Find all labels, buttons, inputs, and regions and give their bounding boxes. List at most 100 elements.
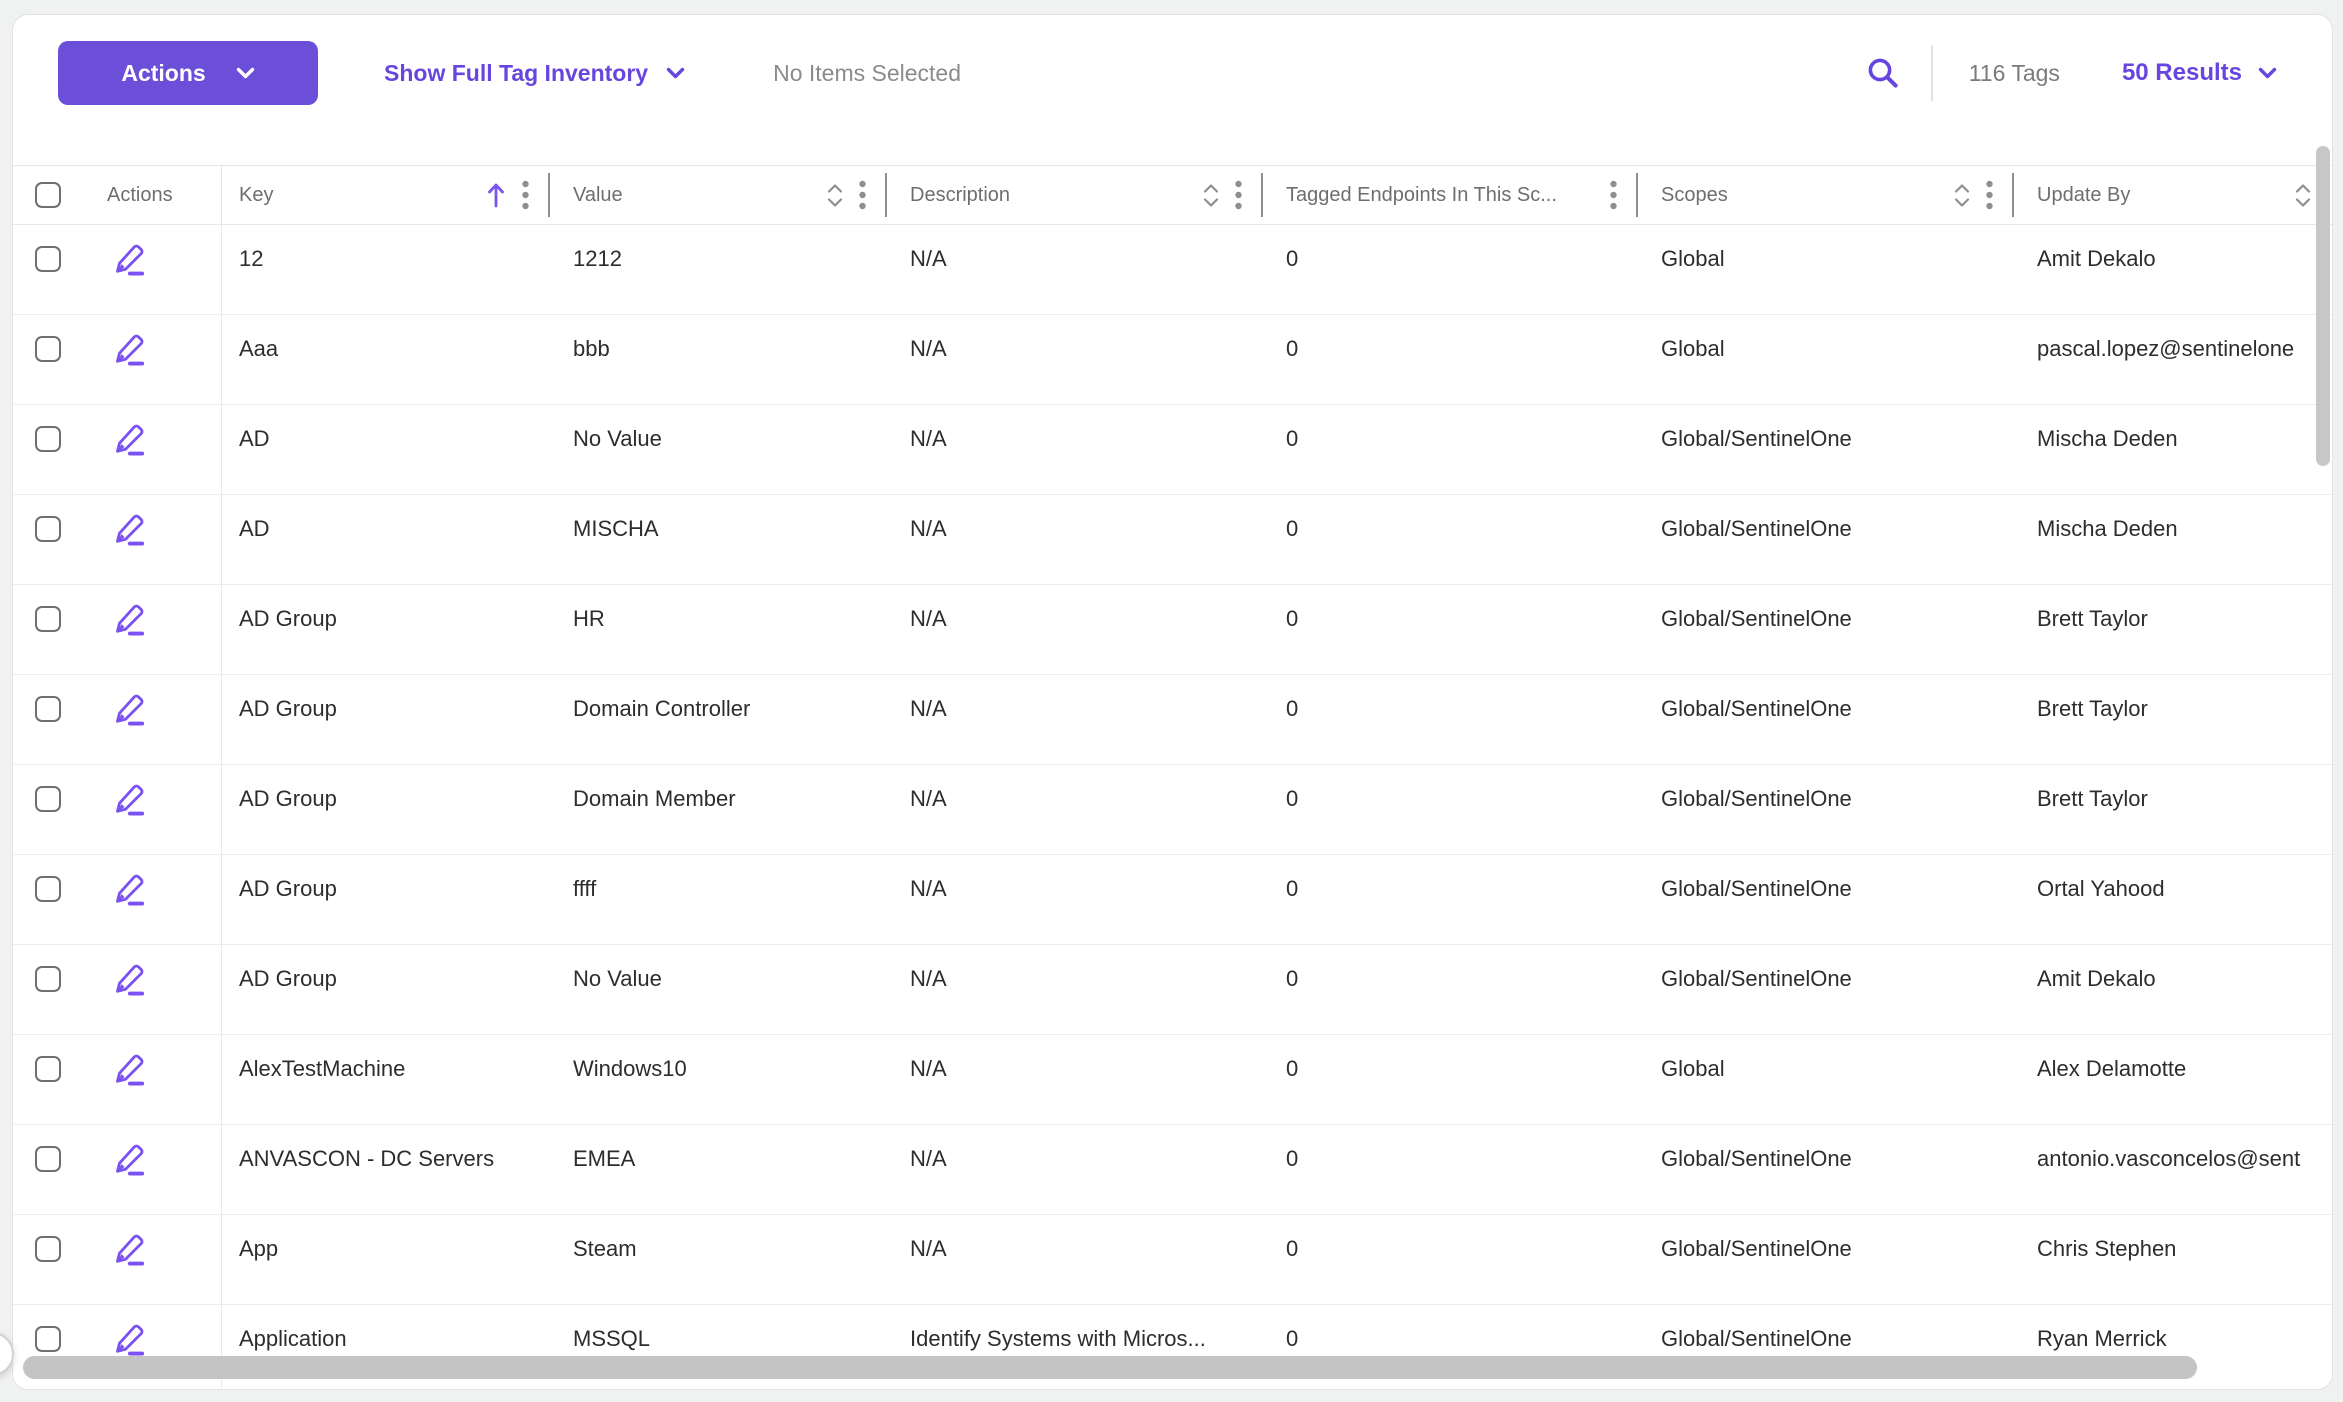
- row-actions-cell: [81, 315, 222, 404]
- sort-ascending-icon[interactable]: [485, 180, 507, 210]
- edit-tag-button[interactable]: [111, 601, 147, 637]
- edit-tag-button[interactable]: [111, 1231, 147, 1267]
- cell-description: N/A: [910, 965, 947, 991]
- cell-description: N/A: [910, 695, 947, 721]
- column-menu-icon[interactable]: [1609, 179, 1618, 211]
- inventory-filter-dropdown[interactable]: Show Full Tag Inventory: [384, 60, 685, 87]
- cell-value: 1212: [573, 245, 622, 271]
- sort-icon[interactable]: [1953, 182, 1971, 209]
- cell-tagged-endpoints: 0: [1286, 1055, 1299, 1081]
- row-actions-cell: [81, 495, 222, 584]
- row-checkbox[interactable]: [35, 335, 61, 362]
- row-checkbox[interactable]: [35, 605, 61, 632]
- cell-description: N/A: [910, 425, 947, 451]
- pencil-icon: [111, 601, 147, 637]
- pencil-icon: [111, 781, 147, 817]
- cell-description: N/A: [910, 1145, 947, 1171]
- column-header-update-by[interactable]: Update By: [2020, 166, 2332, 224]
- sort-icon[interactable]: [1202, 182, 1220, 209]
- edit-tag-button[interactable]: [111, 241, 147, 277]
- edit-tag-button[interactable]: [111, 691, 147, 727]
- header-divider: [885, 173, 887, 217]
- row-select-cell: [13, 1145, 81, 1194]
- column-header-description[interactable]: Description: [893, 166, 1269, 224]
- column-menu-icon[interactable]: [521, 179, 530, 211]
- actions-button-label: Actions: [121, 59, 206, 86]
- row-checkbox[interactable]: [35, 515, 61, 542]
- row-actions-cell: [81, 855, 222, 944]
- row-checkbox[interactable]: [35, 1325, 61, 1352]
- cell-key: Application: [239, 1325, 347, 1351]
- table-row: AD MISCHA N/A 0 Global/SentinelOne Misch…: [13, 495, 2332, 585]
- cell-key: ANVASCON - DC Servers: [239, 1145, 495, 1171]
- results-per-page-dropdown[interactable]: 50 Results: [2122, 59, 2277, 87]
- chevron-down-icon: [666, 67, 685, 80]
- select-all-cell: [13, 166, 81, 224]
- select-all-checkbox[interactable]: [35, 182, 61, 208]
- horizontal-scrollbar-thumb[interactable]: [23, 1356, 2197, 1379]
- cell-value: HR: [573, 605, 605, 631]
- actions-button[interactable]: Actions: [58, 41, 318, 105]
- cell-description: N/A: [910, 335, 947, 361]
- pencil-icon: [111, 331, 147, 367]
- cell-description: N/A: [910, 245, 947, 271]
- search-button[interactable]: [1865, 55, 1901, 91]
- row-checkbox[interactable]: [35, 695, 61, 722]
- column-header-tagged-endpoints[interactable]: Tagged Endpoints In This Sc...: [1269, 166, 1644, 224]
- edit-tag-button[interactable]: [111, 781, 147, 817]
- row-actions-cell: [81, 675, 222, 764]
- row-checkbox[interactable]: [35, 1055, 61, 1082]
- cell-key: AD: [239, 515, 270, 541]
- row-select-cell: [13, 875, 81, 924]
- edit-tag-button[interactable]: [111, 1141, 147, 1177]
- vertical-scrollbar-thumb[interactable]: [2316, 146, 2330, 466]
- pencil-icon: [111, 1051, 147, 1087]
- column-menu-icon[interactable]: [858, 179, 867, 211]
- cell-scopes: Global/SentinelOne: [1661, 515, 1852, 541]
- cell-update-by: Ortal Yahood: [2037, 875, 2165, 901]
- cell-tagged-endpoints: 0: [1286, 695, 1299, 721]
- column-label-tagged-endpoints: Tagged Endpoints In This Sc...: [1286, 183, 1557, 206]
- cell-key: App: [239, 1235, 279, 1261]
- edit-tag-button[interactable]: [111, 1321, 147, 1357]
- cell-value: EMEA: [573, 1145, 636, 1171]
- column-label-scopes: Scopes: [1661, 183, 1728, 206]
- row-checkbox[interactable]: [35, 1145, 61, 1172]
- row-checkbox[interactable]: [35, 425, 61, 452]
- row-checkbox[interactable]: [35, 965, 61, 992]
- cell-update-by: pascal.lopez@sentinelone: [2037, 335, 2295, 361]
- cell-value: No Value: [573, 965, 662, 991]
- edit-tag-button[interactable]: [111, 961, 147, 997]
- row-select-cell: [13, 425, 81, 474]
- inventory-filter-label: Show Full Tag Inventory: [384, 59, 649, 86]
- table-row: AD Group ffff N/A 0 Global/SentinelOne O…: [13, 855, 2332, 945]
- cell-key: AD Group: [239, 875, 337, 901]
- row-select-cell: [13, 1325, 81, 1374]
- table-row: ANVASCON - DC Servers EMEA N/A 0 Global/…: [13, 1125, 2332, 1215]
- cell-description: N/A: [910, 785, 947, 811]
- row-checkbox[interactable]: [35, 1235, 61, 1262]
- cell-tagged-endpoints: 0: [1286, 1325, 1299, 1351]
- row-checkbox[interactable]: [35, 245, 61, 272]
- column-menu-icon[interactable]: [1234, 179, 1243, 211]
- row-actions-cell: [81, 585, 222, 674]
- edit-tag-button[interactable]: [111, 331, 147, 367]
- cell-key: AD Group: [239, 695, 337, 721]
- edit-tag-button[interactable]: [111, 1051, 147, 1087]
- sort-icon[interactable]: [2294, 182, 2312, 209]
- sort-icon[interactable]: [826, 182, 844, 209]
- cell-value: ffff: [573, 875, 597, 901]
- row-checkbox[interactable]: [35, 875, 61, 902]
- column-header-value[interactable]: Value: [556, 166, 893, 224]
- edit-tag-button[interactable]: [111, 871, 147, 907]
- row-checkbox[interactable]: [35, 785, 61, 812]
- column-header-key[interactable]: Key: [222, 166, 556, 224]
- column-menu-icon[interactable]: [1985, 179, 1994, 211]
- tag-inventory-panel: Actions Show Full Tag Inventory No Items…: [12, 14, 2333, 1390]
- edit-tag-button[interactable]: [111, 421, 147, 457]
- pencil-icon: [111, 961, 147, 997]
- column-header-scopes[interactable]: Scopes: [1644, 166, 2020, 224]
- cell-scopes: Global/SentinelOne: [1661, 605, 1852, 631]
- edit-tag-button[interactable]: [111, 511, 147, 547]
- cell-description: N/A: [910, 875, 947, 901]
